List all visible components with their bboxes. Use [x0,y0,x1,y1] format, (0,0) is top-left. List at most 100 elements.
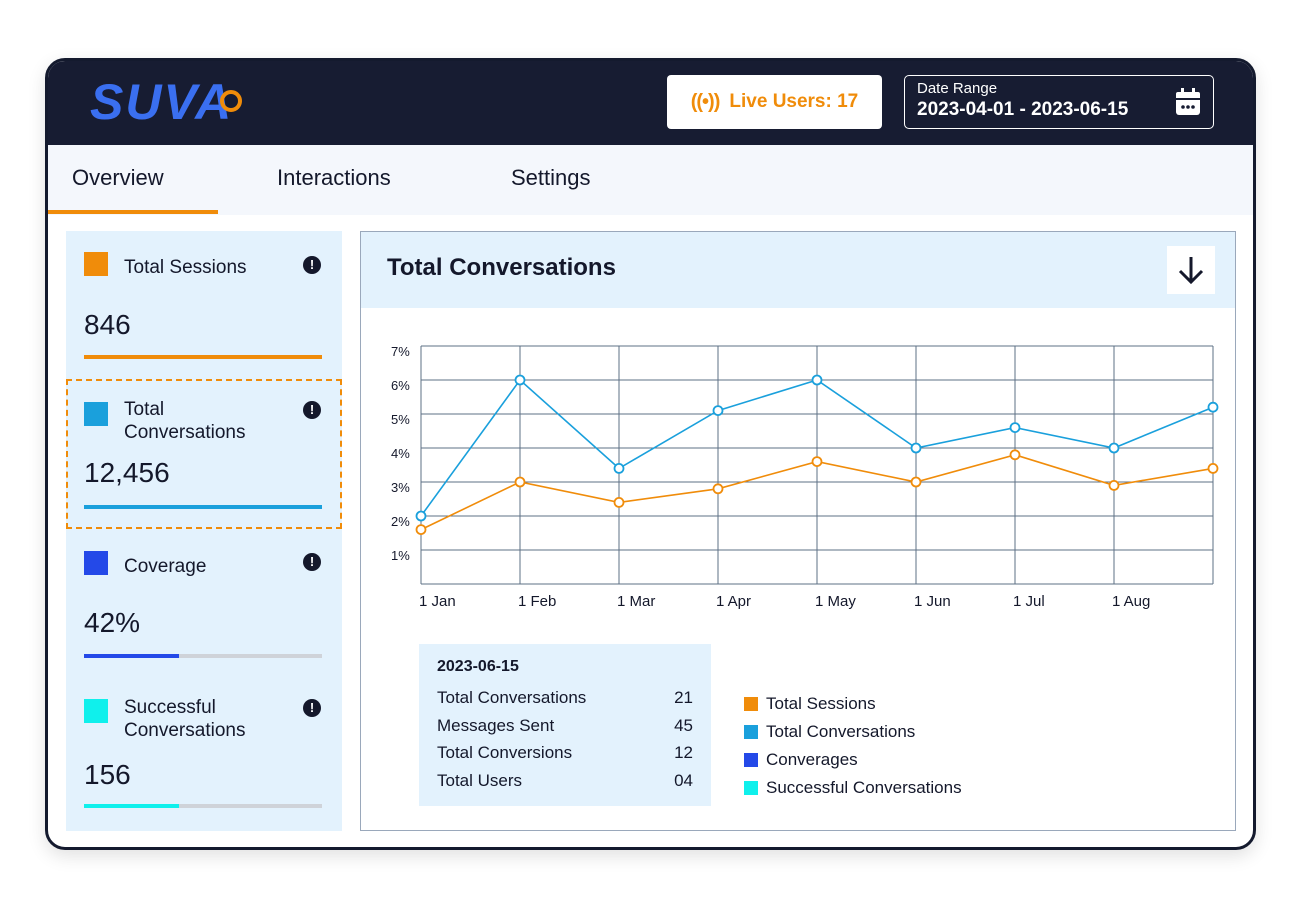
tooltip-label: Total Conversions [437,743,573,762]
data-point [910,476,922,488]
y-tick-label: 1% [391,548,410,563]
line-chart: 7% 6% 5% 4% 3% 2% 1% 1 Jan 1 Feb 1 Mar 1 Apr 1 May 1… [391,344,1219,610]
metric-swatch [84,551,108,575]
data-point [1207,401,1219,413]
metric-value: 12,456 [84,457,170,488]
data-point [712,405,724,416]
metric-swatch [84,402,108,426]
data-point [712,483,724,495]
chart-tooltip: 2023-06-15 Total Conversations 21 Message… [419,644,711,806]
metric-name: Coverage [124,556,207,577]
legend-swatch [744,753,758,767]
suva-logo: SUVA [90,77,242,129]
y-tick-label: 6% [391,378,410,393]
metric-card-coverage[interactable]: Coverage ! 42% [66,529,342,679]
metric-progress-track [84,654,322,658]
data-point [514,476,526,488]
legend-label: Converages [766,750,858,769]
metric-value: 156 [84,759,131,790]
selected-metric-outline [66,379,342,529]
metric-progress-fill [84,355,322,359]
legend-label: Total Sessions [766,694,876,713]
x-tick-label: 1 Jan [419,593,456,610]
tab-bar: Overview Interactions Settings [48,145,1253,215]
chart-header: Total Conversations [361,232,1235,308]
chart-legend: Total Sessions Total Conversations Conve… [744,690,962,802]
tooltip-value: 45 [674,715,693,735]
tab-settings[interactable]: Settings [511,165,591,190]
arrow-down-icon [1178,257,1204,285]
tooltip-value: 21 [674,688,693,707]
legend-item[interactable]: Successful Conversations [744,774,962,802]
date-range-label: Date Range [917,80,998,97]
x-tick-label: 1 Jun [914,593,951,610]
data-point [613,462,625,474]
data-point [415,524,427,536]
data-point [910,442,922,454]
metric-value: 42% [84,607,141,638]
metric-progress-fill [84,505,322,509]
date-range-picker[interactable]: Date Range 2023-04-01 - 2023-06-15 [904,75,1214,129]
metric-name: Total Sessions [124,257,247,278]
legend-swatch [744,725,758,739]
data-point [1108,442,1120,454]
legend-item[interactable]: Total Sessions [744,690,962,718]
metric-card-total-conversations[interactable]: Total Conversations ! 12,456 [66,379,342,529]
x-tick-label: 1 May [815,593,856,610]
logo-text: SUVA [90,77,233,129]
metric-value: 846 [84,309,131,340]
metric-progress-track [84,355,322,359]
metric-swatch [84,252,108,276]
info-icon[interactable]: ! [303,553,321,571]
data-point [1009,422,1021,433]
tooltip-row: Messages Sent 45 [437,712,693,740]
x-tick-label: 1 Mar [617,593,655,610]
x-tick-label: 1 Aug [1112,593,1150,610]
y-tick-label: 2% [391,514,410,529]
live-users-label: Live Users: 17 [729,91,859,112]
metric-progress-fill [84,804,180,808]
data-point [1207,462,1219,474]
legend-item[interactable]: Converages [744,746,962,774]
data-point [1009,449,1021,461]
info-icon[interactable]: ! [303,699,321,717]
metric-name: Total Conversations [124,399,246,443]
chart-panel: Total Conversations 7% 6% 5% 4% 3% 2% 1% 1 Jan 1… [360,231,1236,831]
data-point [415,510,427,522]
data-point [1108,479,1120,491]
tooltip-value: 12 [674,743,693,762]
y-tick-label: 5% [391,412,410,427]
x-tick-label: 1 Jul [1013,593,1045,610]
legend-item[interactable]: Total Conversations [744,718,962,746]
download-button[interactable] [1167,246,1215,294]
y-tick-label: 4% [391,446,410,461]
metric-swatch [84,699,108,723]
tooltip-value: 04 [674,770,693,790]
x-tick-label: 1 Feb [518,593,556,610]
legend-swatch [744,781,758,795]
metric-card-total-sessions[interactable]: Total Sessions ! 846 [66,231,342,379]
legend-label: Total Conversations [766,722,916,741]
live-users-badge: ((•)) Live Users: 17 [667,75,882,129]
tooltip-label: Messages Sent [437,715,555,735]
data-point [811,456,823,468]
metric-name: Successful Conversations [124,697,246,741]
chart-title: Total Conversations [387,254,616,281]
metric-card-successful-conversations[interactable]: Successful Conversations ! 156 [66,679,342,831]
metric-progress-track [84,804,322,808]
tooltip-row: Total Conversions 12 [437,739,693,767]
date-range-value: 2023-04-01 - 2023-06-15 [917,99,1129,120]
metric-progress-track [84,505,322,509]
info-icon[interactable]: ! [303,401,321,419]
data-point [811,374,823,386]
info-icon[interactable]: ! [303,256,321,274]
metric-progress-fill [84,654,180,658]
tab-interactions[interactable]: Interactions [277,165,391,190]
legend-swatch [744,697,758,711]
calendar-icon[interactable] [1175,88,1201,116]
tab-overview[interactable]: Overview [48,165,218,214]
x-tick-label: 1 Apr [716,593,751,610]
data-point [514,374,526,386]
y-tick-label: 7% [391,344,410,359]
broadcast-icon: ((•)) [690,90,721,113]
